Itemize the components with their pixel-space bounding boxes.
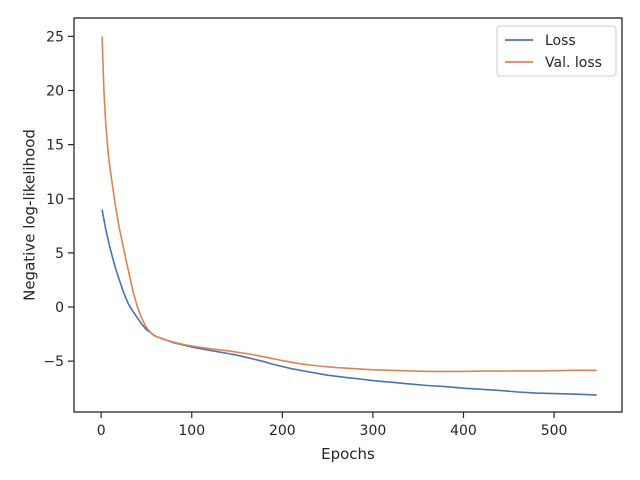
x-tick-label: 100 — [178, 423, 205, 439]
y-tick-label: 20 — [46, 84, 64, 100]
y-tick-label: −5 — [43, 354, 64, 370]
axes-frame — [73, 17, 623, 413]
x-tick-label: 500 — [541, 423, 568, 439]
x-tick-label: 400 — [450, 423, 477, 439]
legend-box — [496, 25, 617, 77]
plot-area — [101, 36, 597, 396]
legend-label: Val. loss — [545, 55, 602, 71]
x-axis: 0 100 200 300 400 500 — [97, 412, 568, 439]
y-tick-label: 10 — [46, 192, 64, 208]
series-line-2 — [101, 36, 597, 373]
series-line-1 — [101, 209, 597, 396]
x-tick-label: 200 — [269, 423, 296, 439]
x-tick-label: 300 — [360, 423, 387, 439]
y-axis-label: Negative log-likelihood — [20, 129, 38, 301]
x-tick-label: 0 — [97, 423, 106, 439]
legend: Loss Val. loss — [496, 25, 617, 77]
x-axis-label: Epochs — [321, 445, 375, 463]
y-tick-label: 15 — [46, 138, 64, 154]
y-tick-label: 5 — [55, 246, 64, 262]
y-tick-label: 25 — [46, 29, 64, 45]
legend-label: Loss — [545, 33, 576, 49]
y-axis: −5 0 5 10 15 20 25 — [43, 29, 74, 370]
y-tick-label: 0 — [55, 300, 64, 316]
